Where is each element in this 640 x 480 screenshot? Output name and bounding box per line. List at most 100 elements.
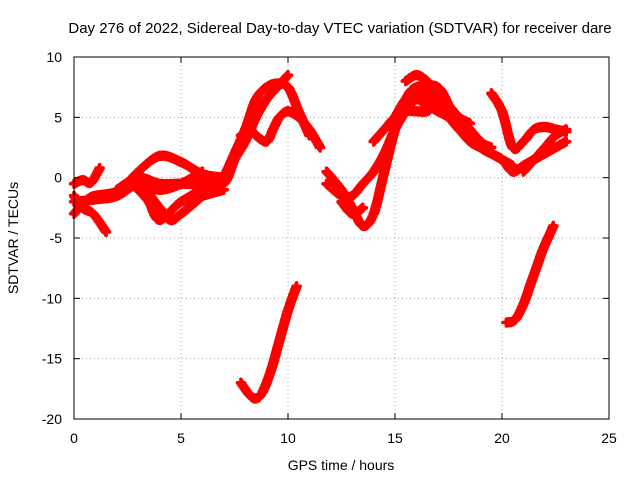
data-point xyxy=(435,90,441,96)
data-point xyxy=(246,392,253,398)
series-arc-14 xyxy=(336,196,369,220)
data-point xyxy=(360,205,366,211)
data-point xyxy=(264,138,270,145)
data-point xyxy=(135,175,141,181)
chart-title: Day 276 of 2022, Sidereal Day-to-day VTE… xyxy=(68,20,611,37)
data-point xyxy=(381,169,387,175)
data-point xyxy=(306,126,312,132)
data-point xyxy=(550,223,556,229)
data-point xyxy=(231,150,238,157)
data-point xyxy=(296,114,302,120)
x-tick-label: 10 xyxy=(280,430,296,446)
data-point xyxy=(157,217,163,223)
data-point xyxy=(264,84,270,90)
data-point xyxy=(540,247,546,253)
data-point xyxy=(270,126,276,132)
data-point xyxy=(488,90,494,96)
series-arc-1 xyxy=(68,162,105,189)
series-arc-17 xyxy=(400,69,476,129)
data-point xyxy=(317,144,323,151)
data-point xyxy=(435,108,441,114)
y-tick-label: -5 xyxy=(50,230,63,246)
data-point xyxy=(253,96,259,102)
plot-area xyxy=(68,69,572,404)
data-point xyxy=(90,211,96,217)
data-point xyxy=(285,307,291,313)
data-point xyxy=(445,114,452,120)
data-point xyxy=(552,132,559,139)
data-point xyxy=(285,72,291,78)
grid xyxy=(74,57,609,419)
data-point xyxy=(413,108,419,114)
data-point xyxy=(79,177,86,183)
y-tick-label: 10 xyxy=(46,49,62,65)
data-point xyxy=(323,169,330,175)
series-arc-21 xyxy=(501,220,559,328)
data-point xyxy=(146,199,152,205)
data-point xyxy=(403,78,409,84)
data-point xyxy=(199,187,205,193)
data-point xyxy=(510,144,516,151)
data-point xyxy=(97,165,103,171)
data-point xyxy=(221,175,227,181)
data-point xyxy=(268,368,274,374)
data-point xyxy=(178,199,184,205)
data-point xyxy=(238,380,244,386)
y-tick-label: -10 xyxy=(42,290,62,306)
data-point xyxy=(276,114,283,120)
data-point xyxy=(503,319,509,326)
data-point xyxy=(520,301,527,307)
data-point xyxy=(114,187,120,193)
data-point xyxy=(467,120,473,126)
data-point xyxy=(531,156,537,163)
data-point xyxy=(199,171,205,177)
data-point xyxy=(135,187,141,193)
data-point xyxy=(103,229,109,235)
data-point xyxy=(338,199,345,205)
data-point xyxy=(88,179,94,186)
data-point xyxy=(488,150,494,157)
data-point xyxy=(424,78,430,84)
series-arc-6 xyxy=(111,172,230,195)
data-point xyxy=(360,223,366,229)
data-point xyxy=(238,132,244,139)
data-point xyxy=(285,84,291,90)
data-point xyxy=(520,169,527,175)
data-point xyxy=(467,138,473,145)
data-point xyxy=(274,80,280,87)
data-point xyxy=(178,211,184,217)
data-point xyxy=(264,96,270,102)
data-point xyxy=(360,181,366,187)
data-point xyxy=(157,181,163,187)
data-point xyxy=(413,72,419,78)
data-point xyxy=(542,144,548,151)
data-point xyxy=(392,114,398,120)
series-arc-11 xyxy=(235,281,302,404)
data-point xyxy=(456,126,462,132)
data-point xyxy=(403,108,409,114)
data-point xyxy=(510,169,516,175)
x-tick-label: 20 xyxy=(494,430,510,446)
y-tick-label: 0 xyxy=(54,170,62,186)
data-point xyxy=(563,126,569,132)
data-point xyxy=(293,283,300,289)
data-point xyxy=(403,96,409,102)
series-markers xyxy=(235,281,302,404)
data-point xyxy=(349,211,355,217)
x-axis-label: GPS time / hours xyxy=(288,457,395,473)
data-point xyxy=(276,337,283,344)
data-point xyxy=(371,138,377,145)
x-tick-label: 25 xyxy=(601,430,617,446)
x-tick-label: 15 xyxy=(387,430,403,446)
series-arc-19 xyxy=(486,87,572,155)
series-arc-10 xyxy=(235,106,326,153)
data-point xyxy=(371,211,377,217)
data-point xyxy=(520,138,527,145)
data-point xyxy=(445,102,452,108)
y-tick-label: -15 xyxy=(42,351,62,367)
data-point xyxy=(338,187,345,193)
data-point xyxy=(512,317,518,323)
data-point xyxy=(253,132,259,139)
data-point xyxy=(424,102,430,108)
